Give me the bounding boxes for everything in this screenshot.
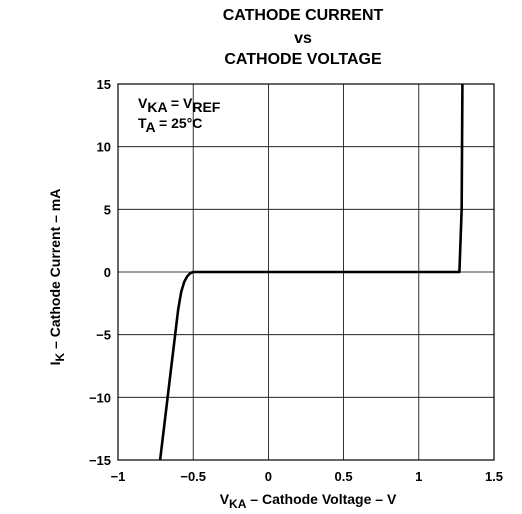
chart-title-line-3: CATHODE VOLTAGE — [224, 51, 382, 68]
annotation-line-2: TA = 25°C — [138, 115, 202, 135]
y-axis-title: IK – Cathode Current – mA — [47, 189, 67, 366]
chart-title: CATHODE CURRENT vs CATHODE VOLTAGE — [223, 7, 384, 68]
annotation-line-1: VKA = VREF — [138, 95, 221, 115]
y-tick-label: 15 — [97, 77, 111, 92]
y-tick-label: 5 — [104, 202, 111, 217]
x-tick-label: 0 — [265, 469, 272, 484]
x-axis-title: VKA – Cathode Voltage – V — [220, 491, 397, 511]
x-axis-ticks: −1 −0.5 0 0.5 1 1.5 — [111, 469, 503, 484]
y-tick-label: 10 — [97, 140, 111, 155]
series-line — [158, 83, 464, 461]
x-tick-label: 1 — [415, 469, 422, 484]
x-tick-label: −0.5 — [180, 469, 206, 484]
chart-title-line-2: vs — [294, 30, 312, 47]
x-tick-label: −1 — [111, 469, 126, 484]
y-tick-label: 0 — [104, 265, 111, 280]
y-axis-ticks: 15 10 5 0 −5 −10 −15 — [89, 77, 111, 468]
x-axis-label: VKA – Cathode Voltage – V — [220, 491, 397, 511]
y-axis-label: IK – Cathode Current – mA — [47, 189, 67, 366]
y-tick-label: −15 — [89, 453, 111, 468]
x-tick-label: 1.5 — [485, 469, 503, 484]
y-tick-label: −5 — [96, 328, 111, 343]
y-tick-label: −10 — [89, 390, 111, 405]
x-tick-label: 0.5 — [335, 469, 353, 484]
data-series — [158, 83, 464, 461]
plot-frame — [117, 83, 495, 461]
chart-title-line-1: CATHODE CURRENT — [223, 7, 384, 24]
plot-area — [117, 83, 495, 461]
